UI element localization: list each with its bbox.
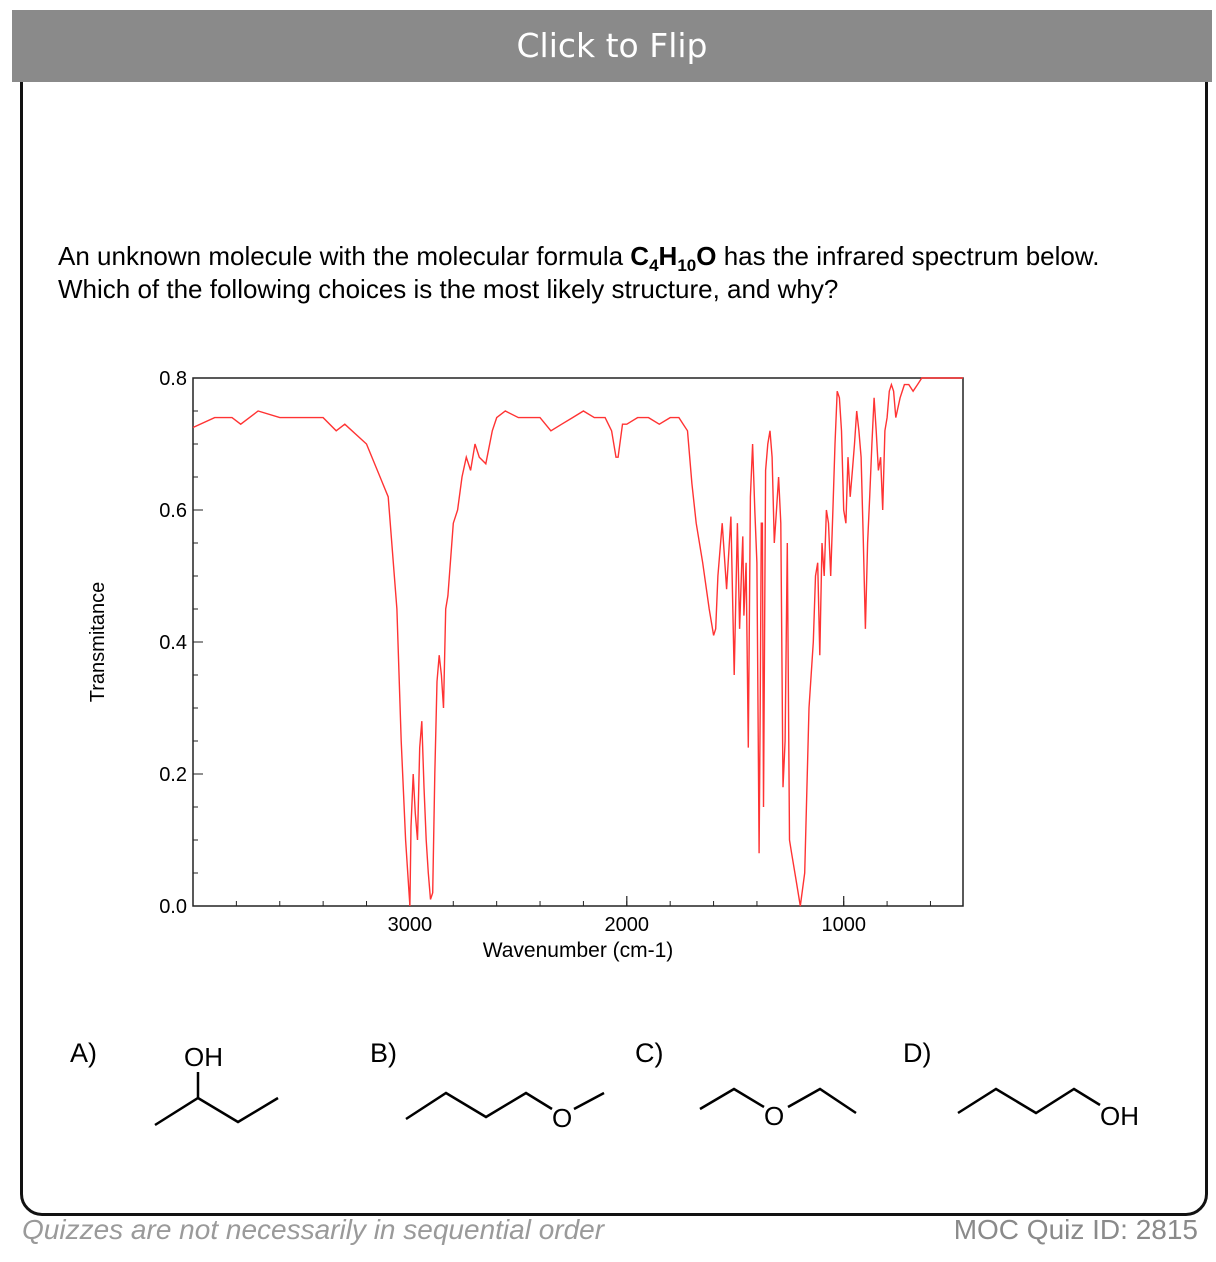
x-tick-label: 2000 [605, 914, 650, 936]
x-tick-label: 3000 [388, 914, 433, 936]
choice-b-o-label: O [552, 1103, 572, 1133]
quiz-id: MOC Quiz ID: 2815 [953, 1214, 1198, 1245]
flashcard[interactable] [20, 18, 1208, 1216]
axis-tick-labels: 3000 2000 1000 0.0 0.2 0.4 0.6 0.8 [159, 368, 866, 936]
question-line1-prefix: An unknown molecule with the molecular f… [58, 241, 631, 271]
footer-disclaimer: Quizzes are not necessarily in sequentia… [22, 1214, 605, 1245]
choice-c-o-label: O [764, 1101, 784, 1131]
choice-a-structure[interactable]: OH [140, 1030, 290, 1140]
molecular-formula: C4H10O [630, 241, 717, 275]
choice-c-letter[interactable]: C) [635, 1038, 664, 1068]
flip-button[interactable]: Click to Flip [12, 10, 1212, 82]
choice-c-structure[interactable]: O [692, 1075, 872, 1145]
y-tick-label: 0.4 [159, 632, 187, 654]
choice-d-letter[interactable]: D) [903, 1038, 932, 1068]
choice-b-letter[interactable]: B) [370, 1038, 397, 1068]
question-text: An unknown molecule with the molecular f… [58, 240, 1178, 306]
ir-spectrum-chart: 3000 2000 1000 0.0 0.2 0.4 0.6 0.8 Wavenumber (… [87, 368, 964, 962]
x-axis-label: Wavenumber (cm-1) [483, 939, 674, 962]
y-tick-label: 0.8 [159, 368, 187, 390]
choice-b-structure[interactable]: O [400, 1075, 620, 1145]
y-tick-label: 0.2 [159, 764, 187, 786]
y-axis-label: Transmitance [87, 582, 109, 702]
question-line2: Which of the following choices is the mo… [58, 274, 839, 304]
choice-d-oh-label: OH [1100, 1101, 1139, 1131]
choice-a-oh-label: OH [184, 1042, 223, 1072]
y-tick-label: 0.6 [159, 500, 187, 522]
choice-a-letter[interactable]: A) [70, 1038, 97, 1068]
question-line1-suffix: has the infrared spectrum below. [716, 241, 1100, 271]
y-tick-label: 0.0 [159, 896, 187, 918]
spectrum-line [192, 377, 963, 907]
choice-d-structure[interactable]: OH [950, 1075, 1170, 1145]
x-tick-label: 1000 [821, 914, 866, 936]
